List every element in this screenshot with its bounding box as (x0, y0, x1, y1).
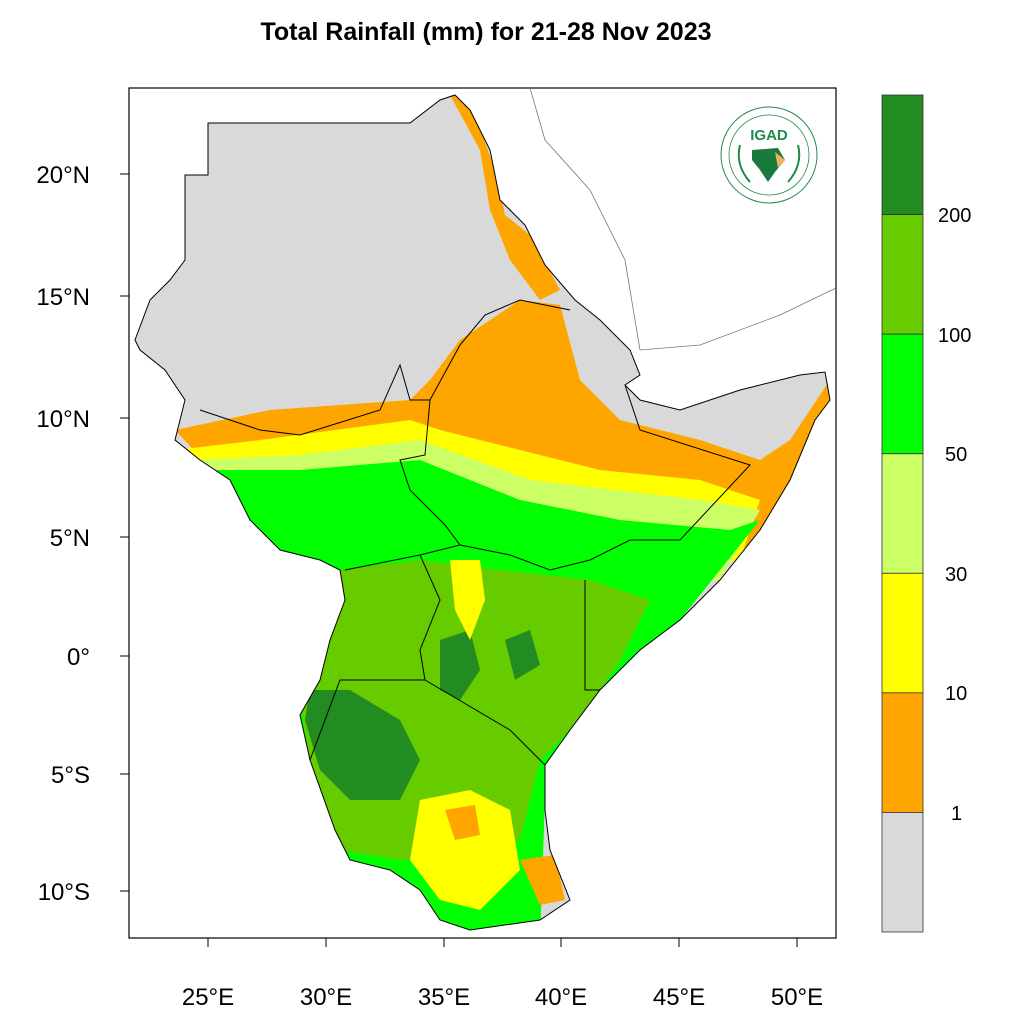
colorbar-segment (881, 94, 924, 215)
logo-text: IGAD (750, 127, 788, 144)
rain-class-1-10-tanzania (445, 805, 480, 840)
rain-class-over-200-east (505, 630, 540, 680)
colorbar-segment (881, 572, 924, 694)
colorbar-label: 200 (938, 205, 971, 227)
colorbar-segment (881, 333, 924, 455)
lat-tick-label: 10°S (38, 879, 90, 906)
rain-class-over-200-center (440, 630, 480, 700)
rain-class-1-10-coast (520, 855, 565, 905)
axis-ticks (120, 173, 798, 947)
colorbar-label: 100 (938, 325, 971, 347)
lon-tick-label: 45°E (653, 984, 705, 1011)
colorbar (881, 94, 924, 933)
rain-class-over-200-west (305, 690, 420, 800)
rain-class-10-30-turkana (450, 560, 485, 640)
lon-tick-label: 50°E (771, 984, 823, 1011)
colorbar-segment (881, 692, 924, 813)
lat-tick-label: 5°N (50, 525, 90, 552)
colorbar-label: 1 (951, 803, 962, 825)
rain-class-10-30-tanzania (410, 790, 520, 910)
lat-tick-label: 10°N (36, 406, 90, 433)
country-borders (134, 94, 831, 931)
rain-class-1-10-redsea (450, 95, 560, 300)
colorbar-segment (881, 812, 924, 933)
colorbar-segment (881, 214, 924, 335)
lat-tick-label: 5°S (51, 762, 90, 789)
colorbar-label: 10 (945, 683, 967, 705)
background-border (529, 87, 837, 351)
lon-tick-label: 30°E (300, 984, 352, 1011)
lon-tick-label: 25°E (182, 984, 234, 1011)
lat-tick-label: 15°N (36, 284, 90, 311)
lon-tick-label: 40°E (535, 984, 587, 1011)
igad-logo: IGAD (720, 106, 818, 204)
lat-tick-label: 0° (67, 644, 90, 671)
lon-tick-label: 35°E (418, 984, 470, 1011)
colorbar-label: 50 (945, 444, 967, 466)
map-title: Total Rainfall (mm) for 21-28 Nov 2023 (260, 18, 712, 46)
colorbar-segment (881, 453, 924, 574)
colorbar-label: 30 (945, 564, 967, 586)
lat-tick-label: 20°N (36, 162, 90, 189)
